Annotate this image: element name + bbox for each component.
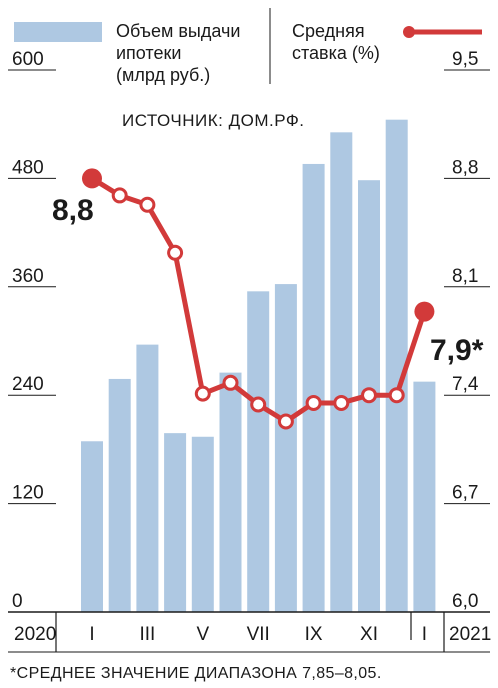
rate-point (139, 196, 156, 213)
left-tick-label: 120 (12, 483, 44, 504)
bar (191, 436, 214, 612)
x-month-label: XI (360, 624, 378, 645)
left-tick-label: 480 (12, 157, 44, 178)
legend-bar-label: ипотеки (116, 43, 181, 63)
bar (385, 119, 408, 612)
x-month-label: IX (305, 624, 323, 645)
bar (81, 441, 103, 612)
rate-point (167, 244, 184, 261)
legend-line-label: ставка (%) (292, 43, 380, 63)
right-tick-label: 8,1 (452, 266, 478, 287)
x-month-label: III (139, 624, 155, 645)
left-tick-label: 240 (12, 374, 44, 395)
bar (302, 163, 325, 613)
rate-point-endpoint (414, 301, 435, 322)
bar-series (81, 119, 436, 613)
rate-point (305, 394, 322, 411)
x-month-label: VII (247, 624, 270, 645)
bar (330, 132, 353, 612)
rate-point (388, 387, 405, 404)
legend-line-label: Средняя (292, 21, 365, 41)
legend-bar-label: (млрд руб.) (116, 65, 210, 85)
right-tick-label: 6,0 (452, 591, 478, 612)
bar (274, 284, 297, 612)
bar (136, 344, 159, 612)
bar (247, 291, 270, 612)
footnote: *СРЕДНЕЕ ЗНАЧЕНИЕ ДИАПАЗОНА 7,85–8,05. (10, 665, 382, 682)
left-tick-label: 0 (12, 591, 23, 612)
rate-point (250, 396, 267, 413)
rate-point (111, 187, 128, 204)
legend-bar-label: Объем выдачи (116, 21, 240, 41)
right-tick-label: 9,5 (452, 49, 478, 70)
bar (413, 381, 436, 612)
x-year-right: 2021 (449, 624, 491, 645)
right-tick-label: 6,7 (452, 483, 478, 504)
rate-point-endpoint (82, 168, 102, 189)
x-month-label: V (196, 624, 209, 645)
rate-point (222, 374, 239, 391)
rate-point (277, 413, 294, 430)
axes (8, 8, 490, 653)
grid-lines (8, 69, 490, 505)
right-tick-label: 7,4 (452, 374, 479, 395)
left-tick-label: 360 (12, 266, 44, 287)
rate-callout: 8,8 (52, 194, 94, 227)
x-year-left: 2020 (14, 624, 56, 645)
rate-point (333, 394, 350, 411)
bar (164, 433, 187, 612)
x-month-label: I (422, 624, 427, 645)
rate-point (361, 387, 377, 404)
legend-line-marker (403, 26, 415, 38)
line-series (82, 168, 435, 430)
left-tick-label: 600 (12, 49, 44, 70)
bar (219, 372, 242, 612)
chart-texts: 600 9,5 480 8,8 360 8,1 240 7,4 120 6,7 0 6,0 8,8 7,9… (10, 21, 491, 682)
x-month-label: I (89, 624, 94, 645)
bar (108, 378, 131, 612)
rate-point (194, 385, 211, 402)
legend-bar-swatch (14, 22, 102, 42)
source-label: ИСТОЧНИК: ДОМ.РФ. (122, 111, 305, 130)
right-tick-label: 8,8 (452, 157, 478, 178)
rate-callout: 7,9* (430, 334, 484, 367)
